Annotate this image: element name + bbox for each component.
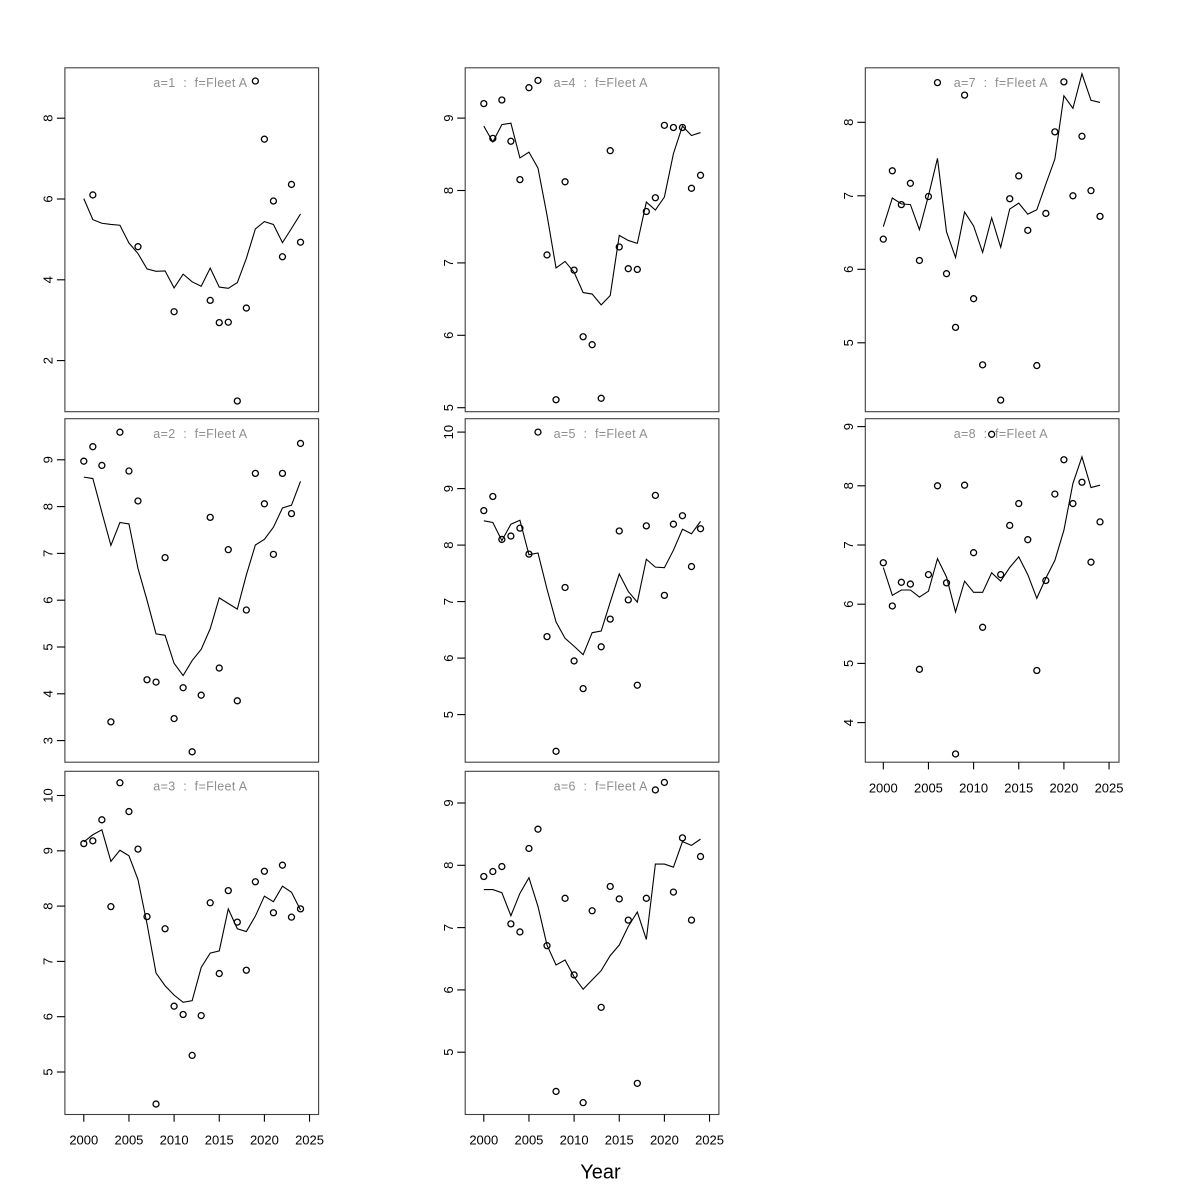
- svg-text:a=6 : f=Fleet A: a=6 : f=Fleet A: [554, 780, 649, 794]
- svg-text:a=8 : f=Fleet A: a=8 : f=Fleet A: [954, 427, 1049, 441]
- svg-text:3: 3: [41, 737, 56, 744]
- svg-text:4: 4: [41, 276, 56, 283]
- svg-text:2000: 2000: [469, 1133, 498, 1148]
- svg-text:2005: 2005: [914, 780, 943, 795]
- svg-text:8: 8: [441, 187, 456, 194]
- svg-text:a=2 : f=Fleet A: a=2 : f=Fleet A: [153, 427, 248, 441]
- svg-text:6: 6: [41, 195, 56, 202]
- svg-text:2010: 2010: [160, 1133, 189, 1148]
- svg-text:2025: 2025: [295, 1133, 324, 1148]
- svg-text:8: 8: [841, 119, 856, 126]
- svg-text:4: 4: [841, 719, 856, 726]
- svg-text:Year: Year: [580, 1162, 621, 1184]
- svg-text:8: 8: [841, 482, 856, 489]
- svg-text:6: 6: [841, 601, 856, 608]
- svg-text:6: 6: [441, 332, 456, 339]
- svg-text:4: 4: [41, 690, 56, 697]
- svg-text:2015: 2015: [605, 1133, 634, 1148]
- svg-text:10: 10: [41, 788, 56, 802]
- svg-text:10: 10: [441, 425, 456, 439]
- svg-text:8: 8: [441, 862, 456, 869]
- svg-text:5: 5: [441, 1049, 456, 1056]
- svg-text:a=1 : f=Fleet A: a=1 : f=Fleet A: [153, 76, 248, 90]
- svg-text:2025: 2025: [695, 1133, 724, 1148]
- svg-text:2005: 2005: [514, 1133, 543, 1148]
- svg-text:2020: 2020: [1049, 780, 1078, 795]
- svg-text:2010: 2010: [560, 1133, 589, 1148]
- svg-text:2000: 2000: [69, 1133, 98, 1148]
- svg-text:9: 9: [41, 456, 56, 463]
- svg-text:7: 7: [841, 192, 856, 199]
- svg-text:a=4 : f=Fleet A: a=4 : f=Fleet A: [554, 76, 649, 90]
- svg-text:7: 7: [41, 550, 56, 557]
- svg-text:9: 9: [441, 799, 456, 806]
- svg-text:2015: 2015: [1004, 780, 1033, 795]
- svg-text:5: 5: [841, 339, 856, 346]
- svg-text:7: 7: [841, 541, 856, 548]
- svg-text:6: 6: [841, 266, 856, 273]
- svg-text:8: 8: [41, 902, 56, 909]
- svg-text:8: 8: [41, 503, 56, 510]
- svg-text:2000: 2000: [869, 780, 898, 795]
- svg-text:7: 7: [441, 259, 456, 266]
- svg-text:5: 5: [441, 711, 456, 718]
- svg-text:6: 6: [41, 1013, 56, 1020]
- svg-text:2: 2: [41, 357, 56, 364]
- svg-text:5: 5: [441, 404, 456, 411]
- svg-text:5: 5: [41, 643, 56, 650]
- svg-text:7: 7: [441, 598, 456, 605]
- svg-text:9: 9: [841, 423, 856, 430]
- svg-text:5: 5: [41, 1068, 56, 1075]
- svg-text:5: 5: [841, 660, 856, 667]
- svg-text:a=5 : f=Fleet A: a=5 : f=Fleet A: [554, 427, 649, 441]
- svg-text:9: 9: [441, 485, 456, 492]
- svg-text:8: 8: [41, 115, 56, 122]
- svg-text:a=3 : f=Fleet A: a=3 : f=Fleet A: [153, 780, 248, 794]
- svg-text:2005: 2005: [114, 1133, 143, 1148]
- svg-text:a=7 : f=Fleet A: a=7 : f=Fleet A: [954, 76, 1049, 90]
- svg-text:6: 6: [41, 597, 56, 604]
- svg-text:2020: 2020: [250, 1133, 279, 1148]
- svg-text:7: 7: [41, 958, 56, 965]
- svg-text:2020: 2020: [650, 1133, 679, 1148]
- svg-text:7: 7: [441, 924, 456, 931]
- svg-text:2010: 2010: [959, 780, 988, 795]
- svg-text:9: 9: [441, 114, 456, 121]
- svg-text:8: 8: [441, 541, 456, 548]
- svg-text:2025: 2025: [1095, 780, 1124, 795]
- svg-text:2015: 2015: [205, 1133, 234, 1148]
- svg-text:6: 6: [441, 654, 456, 661]
- svg-text:9: 9: [41, 847, 56, 854]
- svg-text:6: 6: [441, 986, 456, 993]
